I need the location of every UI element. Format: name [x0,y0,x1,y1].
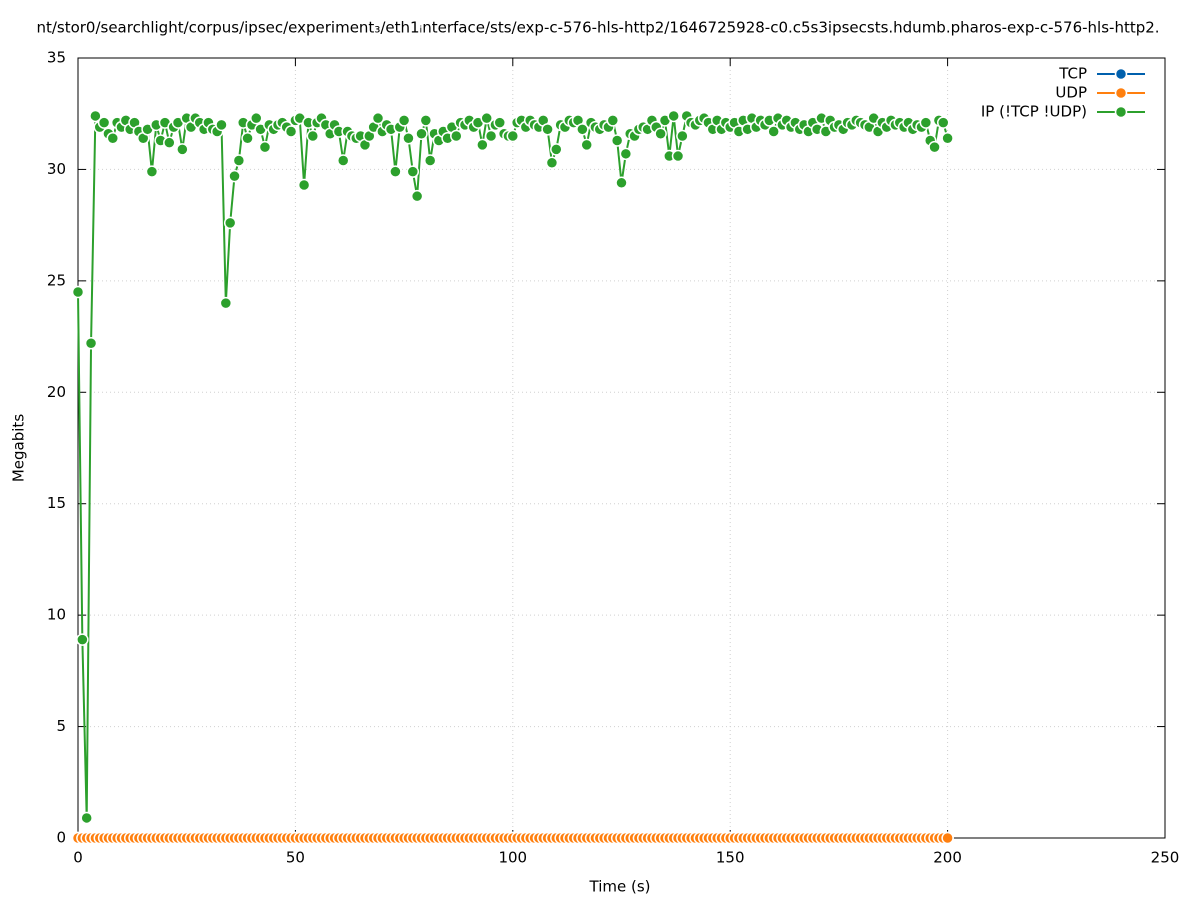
data-point [106,131,120,145]
data-point [306,129,320,143]
data-point [258,140,272,154]
data-point [493,116,507,129]
data-point [941,831,954,845]
x-tick-label: 50 [286,849,305,867]
data-point [619,147,633,161]
data-point [336,154,350,167]
x-tick-label: 0 [73,849,83,867]
legend-label: TCP [1058,65,1087,83]
data-point [506,129,520,143]
data-point [76,633,89,646]
x-axis-label: Time (s) [589,878,651,896]
data-point [250,111,263,125]
data-point [676,129,689,143]
data-point [215,118,228,132]
data-point [297,178,311,192]
data-point [402,131,415,145]
data-point [610,134,624,147]
y-tick-label: 25 [47,271,66,289]
data-point [615,176,628,190]
data-point [919,116,933,129]
legend-marker [1114,105,1128,119]
data-point [928,140,941,154]
data-point [941,131,954,145]
x-tick-label: 200 [933,849,962,867]
data-point [415,127,428,141]
data-point [389,165,402,178]
data-point [667,109,680,123]
data-point [371,111,385,125]
chart-title: nt/stor0/searchlight/corpus/ipsec/experi… [36,19,1159,37]
y-tick-label: 10 [47,606,66,624]
y-axis-label: Megabits [10,414,28,482]
data-point [406,165,420,178]
data-point [550,143,563,156]
data-point [767,125,780,138]
y-tick-label: 5 [56,717,66,735]
legend-marker [1114,86,1128,100]
y-tick-label: 20 [47,383,66,401]
data-point [410,189,424,203]
data-point [232,154,246,167]
data-point [419,114,433,127]
data-point [241,131,254,145]
data-point [480,111,493,125]
data-point [163,136,176,149]
data-point [423,154,437,167]
y-tick-label: 30 [47,160,66,178]
data-point [654,127,667,141]
data-point [145,165,159,178]
y-tick-label: 35 [47,49,66,67]
legend-marker [1114,67,1128,81]
data-point [606,114,620,127]
data-point [450,129,463,143]
data-point [97,116,111,129]
x-tick-label: 150 [716,849,745,867]
data-point [176,143,189,156]
data-point [484,129,498,143]
legend-label: UDP [1055,84,1087,102]
data-point [284,125,298,138]
data-point [219,296,233,310]
x-tick-label: 250 [1151,849,1180,867]
data-point [671,149,685,163]
data-point [228,169,241,183]
y-tick-label: 15 [47,494,66,512]
data-point [541,123,554,136]
legend-label: IP (!TCP !UDP) [981,103,1087,121]
data-point [84,337,98,350]
data-point [89,109,102,123]
data-point [580,138,593,152]
data-point [476,138,489,152]
x-tick-label: 100 [498,849,527,867]
data-point [223,216,237,230]
y-tick-label: 0 [56,829,66,847]
data-point [80,811,93,825]
data-point [397,114,411,127]
data-point [937,116,950,129]
data-point [545,156,559,169]
data-point [576,123,589,136]
data-point [71,285,85,299]
